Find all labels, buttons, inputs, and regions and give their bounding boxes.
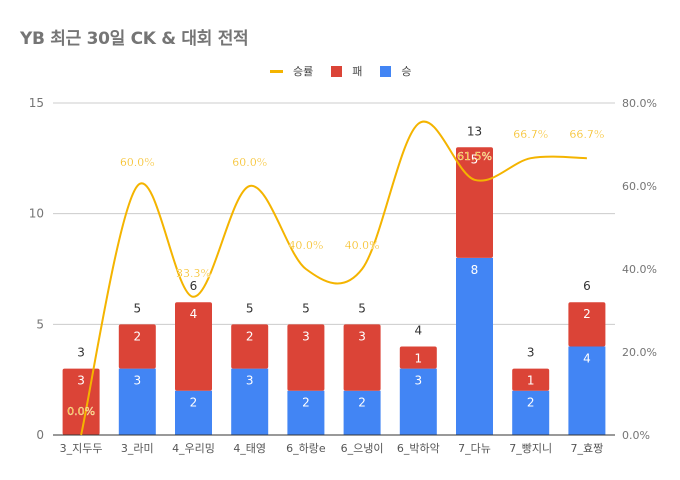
y-tick-label: 15 (29, 96, 44, 110)
y2-tick-label: 0.0% (622, 429, 650, 442)
x-tick-label: 3_라미 (121, 442, 154, 455)
bar-total-label: 6 (190, 279, 198, 293)
legend-label: 패 (352, 65, 363, 78)
bar-win (399, 368, 437, 435)
winrate-label: 60.0% (232, 156, 267, 169)
x-tick-label: 7_효짱 (571, 442, 604, 455)
bar-win-label: 2 (190, 396, 198, 410)
bar-total-label: 4 (414, 323, 422, 337)
bar-win (231, 368, 269, 435)
y2-tick-label: 80.0% (622, 97, 657, 110)
bar-total-label: 3 (77, 346, 85, 360)
bar-win-label: 2 (302, 396, 310, 410)
x-tick-label: 6_박하악 (397, 441, 440, 455)
winrate-label: 66.7% (513, 128, 548, 141)
bar-total-label: 5 (246, 301, 254, 315)
winrate-label: 60.0% (120, 156, 155, 169)
y2-tick-label: 60.0% (622, 180, 657, 193)
bar-loss-label: 3 (77, 374, 85, 388)
bar-win (512, 390, 550, 435)
x-tick-label: 7_다뉴 (458, 442, 491, 455)
y-tick-label: 10 (29, 207, 44, 221)
bar-loss-label: 2 (583, 307, 591, 321)
x-tick-label: 6_으냉이 (341, 442, 384, 455)
legend-item-loss[interactable]: 패 (331, 63, 362, 79)
x-tick-label: 4_우리밍 (172, 442, 215, 455)
bar-loss-label: 3 (302, 329, 310, 343)
bar-loss-label: 3 (358, 329, 366, 343)
bar-loss-label: 1 (527, 374, 535, 388)
winrate-line (80, 120, 587, 436)
bar-win-label: 2 (358, 396, 366, 410)
y2-tick-label: 20.0% (622, 346, 657, 359)
bar-loss-label: 1 (414, 351, 422, 365)
bar-win (175, 390, 212, 435)
y-tick-label: 0 (36, 428, 44, 442)
legend-line-swatch (270, 69, 283, 73)
x-tick-label: 3_지두두 (60, 442, 103, 455)
legend-box-swatch (331, 65, 343, 77)
bar-loss (287, 324, 325, 391)
bar-win (456, 257, 493, 435)
bar-win (568, 346, 606, 435)
bar-loss-label: 2 (246, 329, 254, 343)
bar-win (343, 390, 381, 435)
x-tick-label: 4_태영 (233, 442, 266, 455)
legend-box-swatch (380, 65, 392, 77)
y-tick-label: 5 (36, 317, 44, 331)
legend-label: 승률 (293, 65, 314, 78)
bar-loss (568, 302, 606, 347)
winrate-label: 61.5% (457, 150, 492, 163)
legend-item-winrate[interactable]: 승률 (270, 63, 313, 79)
bar-loss (456, 147, 493, 258)
bar-total-label: 6 (583, 279, 591, 293)
y2-tick-label: 40.0% (622, 263, 657, 276)
bar-loss (118, 324, 156, 369)
bar-total-label: 5 (302, 301, 310, 315)
bar-total-label: 5 (358, 301, 366, 315)
bar-total-label: 3 (527, 346, 535, 360)
bar-loss (231, 324, 269, 369)
winrate-label: 33.3% (176, 267, 211, 280)
winrate-label: 66.7% (569, 128, 604, 141)
legend-label: 승 (401, 65, 412, 78)
bar-loss (175, 302, 212, 391)
winrate-label: 40.0% (288, 239, 323, 252)
legend: 승률 패 승 (270, 63, 430, 79)
bar-win-label: 4 (583, 351, 591, 365)
bar-win-label: 8 (471, 263, 479, 277)
bar-total-label: 5 (133, 301, 141, 315)
bar-win (118, 368, 156, 435)
bar-loss-label: 5 (471, 152, 479, 166)
bar-loss (399, 346, 437, 369)
winrate-label: 0.0% (67, 405, 95, 418)
x-tick-label: 6_하랑e (286, 441, 326, 455)
bar-loss (343, 324, 381, 391)
bar-win-label: 3 (414, 374, 422, 388)
bar-loss-label: 2 (133, 329, 141, 343)
bar-win-label: 2 (527, 396, 535, 410)
bar-loss (512, 368, 550, 391)
winrate-label: 40.0% (345, 239, 380, 252)
bar-loss-label: 4 (190, 307, 198, 321)
legend-item-win[interactable]: 승 (380, 63, 412, 79)
bar-total-label: 13 (467, 124, 482, 138)
chart-title: YB 최근 30일 CK & 대회 전적 (20, 29, 249, 49)
bar-win-label: 3 (246, 374, 254, 388)
x-tick-label: 7_빵지니 (509, 442, 552, 455)
bar-win-label: 3 (133, 374, 141, 388)
bar-win (287, 390, 325, 435)
